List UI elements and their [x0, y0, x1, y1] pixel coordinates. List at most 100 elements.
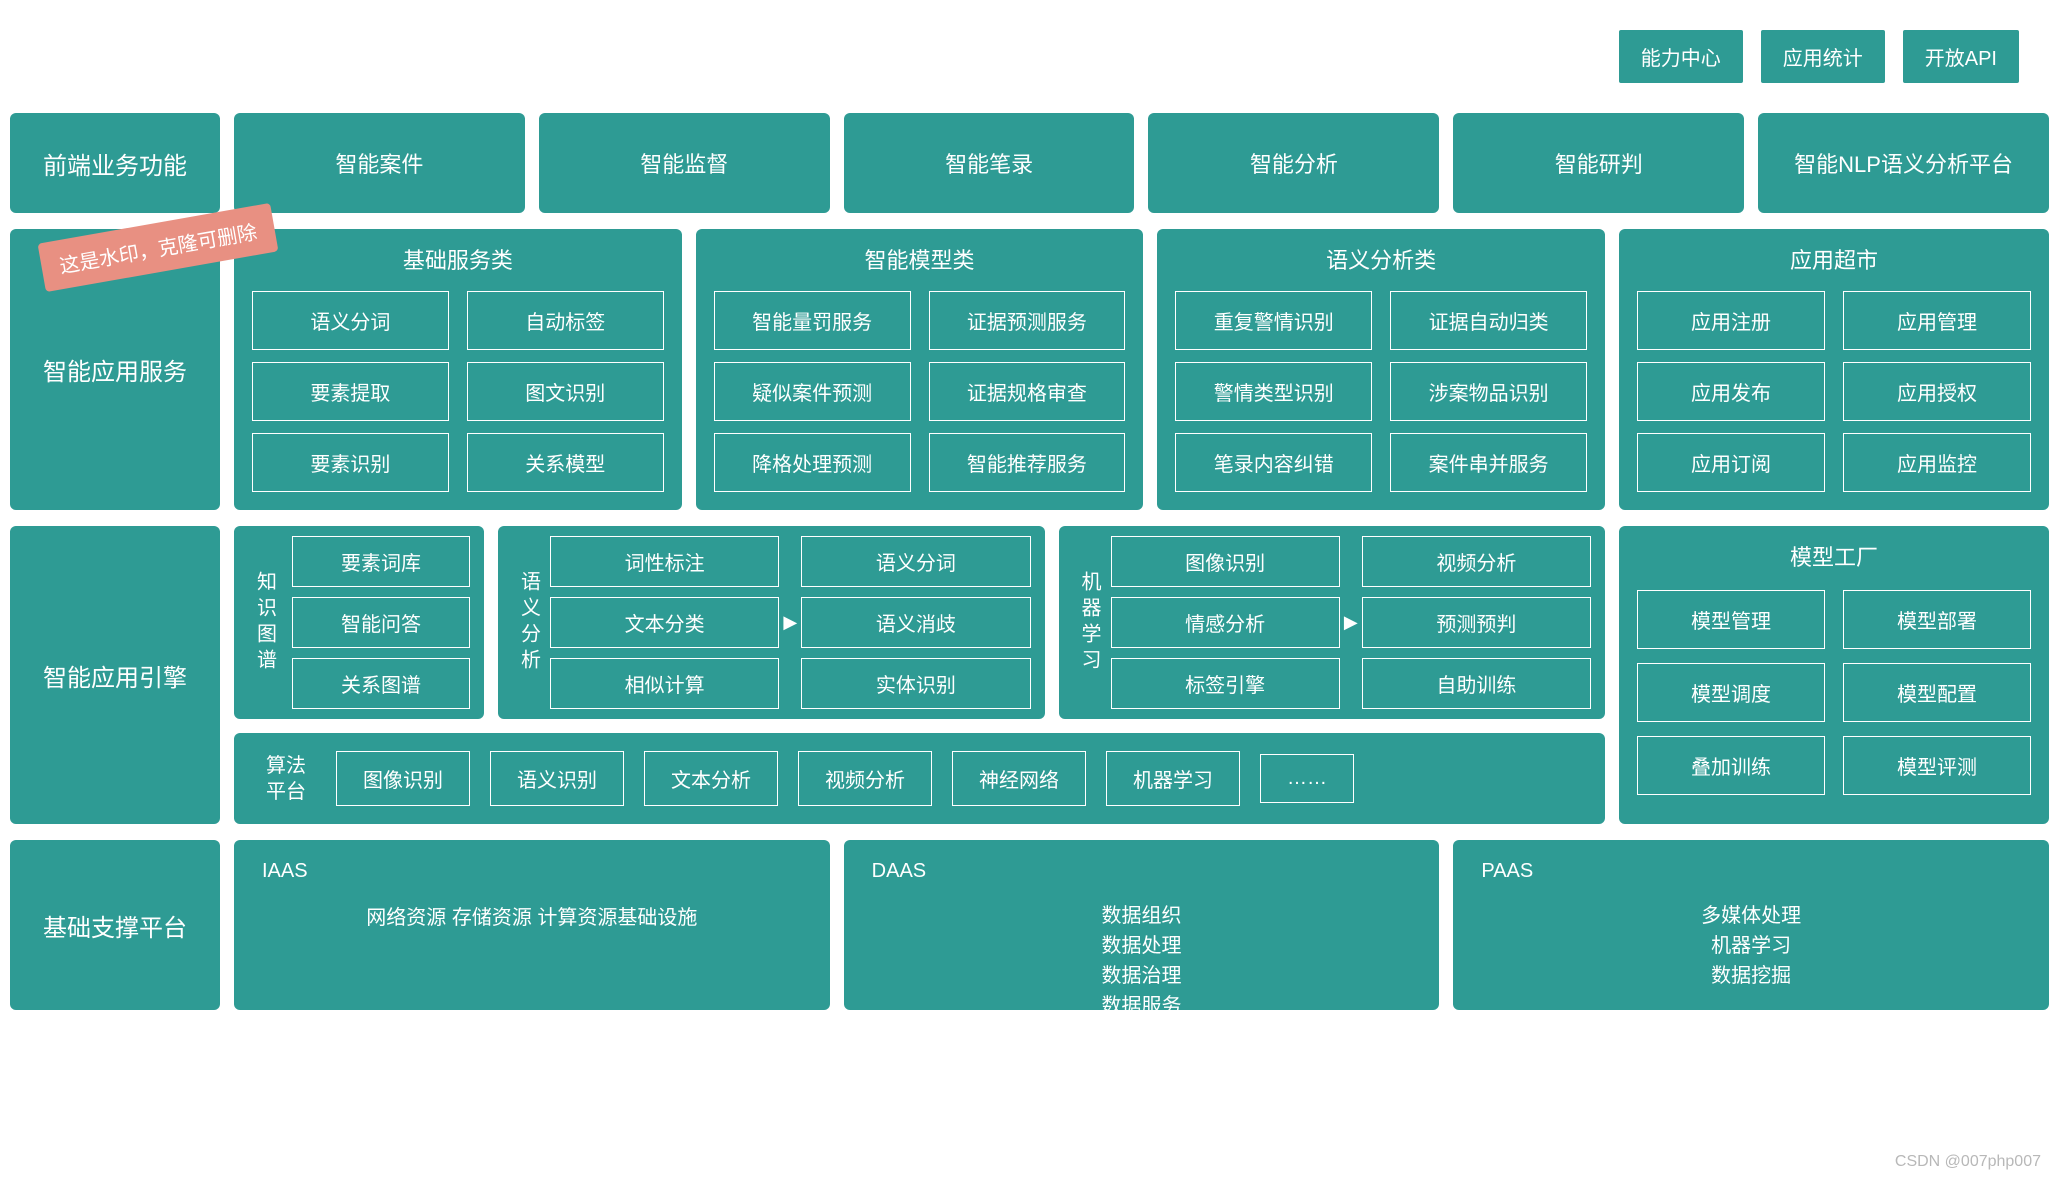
base-title: PAAS [1481, 860, 2021, 883]
engine-item: 相似计算 [550, 658, 779, 709]
algo-item: 神经网络 [952, 751, 1086, 806]
service-item: 证据自动归类 [1390, 291, 1587, 350]
service-item: 证据规格审查 [929, 362, 1126, 421]
frontend-cell: 智能分析 [1148, 113, 1439, 213]
row-frontend: 前端业务功能 智能案件 智能监督 智能笔录 智能分析 智能研判 智能NLP语义分… [10, 113, 2049, 213]
service-item: 重复警情识别 [1175, 291, 1372, 350]
base-lines: 数据组织数据处理数据治理数据服务 [872, 901, 1412, 1021]
algo-item: 语义识别 [490, 751, 624, 806]
algo-item: 图像识别 [336, 751, 470, 806]
top-button[interactable]: 应用统计 [1761, 30, 1885, 83]
service-item: 智能量罚服务 [714, 291, 911, 350]
algo-item: 机器学习 [1106, 751, 1240, 806]
algo-platform: 算法 平台 图像识别 语义识别 文本分析 视频分析 神经网络 机器学习 …… [234, 733, 1605, 824]
engine-item: 自助训练 [1362, 658, 1591, 709]
service-group: 语义分析类 重复警情识别 证据自动归类 警情类型识别 涉案物品识别 笔录内容纠错… [1157, 229, 1605, 510]
algo-item: 文本分析 [644, 751, 778, 806]
nlp-platform-title: 智能NLP语义分析平台 [1794, 147, 2013, 179]
factory-item: 模型部署 [1843, 590, 2031, 649]
engine-block-kg: 知识图谱 要素词库 智能问答 关系图谱 [234, 526, 484, 719]
row-services: 这是水印，克隆可删除 智能应用服务 基础服务类 语义分词 自动标签 要素提取 图… [10, 229, 2049, 510]
engine-block-nlp: 语义分析 词性标注 文本分类 相似计算 ▶ 语义分词 语义消歧 实体识别 [498, 526, 1045, 719]
service-group-title: 应用超市 [1637, 243, 2031, 275]
engine-item: 语义消歧 [801, 597, 1030, 648]
algo-item: …… [1260, 754, 1354, 803]
engine-item: 文本分类 [550, 597, 779, 648]
top-button[interactable]: 能力中心 [1619, 30, 1743, 83]
row-label-base: 基础支撑平台 [10, 840, 220, 1010]
base-block-paas: PAAS 多媒体处理机器学习数据挖掘 [1453, 840, 2049, 1010]
service-item: 语义分词 [252, 291, 449, 350]
engine-block-vlabel: 知识图谱 [248, 536, 282, 709]
engine-item: 情感分析 [1111, 597, 1340, 648]
base-lines: 多媒体处理机器学习数据挖掘 [1481, 901, 2021, 991]
service-item: 应用发布 [1637, 362, 1825, 421]
service-item: 警情类型识别 [1175, 362, 1372, 421]
service-item: 自动标签 [467, 291, 664, 350]
service-item: 证据预测服务 [929, 291, 1126, 350]
frontend-cell: 智能研判 [1453, 113, 1744, 213]
factory-item: 模型评测 [1843, 736, 2031, 795]
engine-block-vlabel: 机器学习 [1073, 536, 1107, 709]
engine-item: 要素词库 [292, 536, 470, 587]
service-group-appstore: 应用超市 应用注册 应用管理 应用发布 应用授权 应用订阅 应用监控 [1619, 229, 2049, 510]
base-block-iaas: IAAS 网络资源 存储资源 计算资源基础设施 [234, 840, 830, 1010]
engine-item: 图像识别 [1111, 536, 1340, 587]
engine-item: 预测预判 [1362, 597, 1591, 648]
row-label-frontend: 前端业务功能 [10, 113, 220, 213]
service-item: 智能推荐服务 [929, 433, 1126, 492]
arrow-icon: ▶ [783, 536, 797, 709]
frontend-cell: 智能笔录 [844, 113, 1135, 213]
service-group-title: 基础服务类 [252, 243, 664, 275]
arrow-icon: ▶ [1344, 536, 1358, 709]
top-button-bar: 能力中心 应用统计 开放API [10, 10, 2049, 113]
nlp-platform-cell: 智能NLP语义分析平台 [1758, 113, 2049, 213]
engine-left-wrap: 知识图谱 要素词库 智能问答 关系图谱 语义分析 词性标注 文本分类 相似计算 … [234, 526, 1605, 824]
row-label-engine: 智能应用引擎 [10, 526, 220, 824]
frontend-cell: 智能案件 [234, 113, 525, 213]
algo-item: 视频分析 [798, 751, 932, 806]
service-item: 应用监控 [1843, 433, 2031, 492]
service-group-title: 智能模型类 [714, 243, 1126, 275]
engine-item: 关系图谱 [292, 658, 470, 709]
service-item: 要素提取 [252, 362, 449, 421]
engine-item: 视频分析 [1362, 536, 1591, 587]
engine-block-ml: 机器学习 图像识别 情感分析 标签引擎 ▶ 视频分析 预测预判 自助训练 [1059, 526, 1606, 719]
factory-item: 叠加训练 [1637, 736, 1825, 795]
service-item: 应用订阅 [1637, 433, 1825, 492]
footer-watermark: CSDN @007php007 [1895, 1153, 2041, 1171]
engine-item: 实体识别 [801, 658, 1030, 709]
engine-block-vlabel: 语义分析 [512, 536, 546, 709]
model-factory-title: 模型工厂 [1637, 540, 2031, 572]
service-item: 降格处理预测 [714, 433, 911, 492]
service-item: 应用注册 [1637, 291, 1825, 350]
service-group-title: 语义分析类 [1175, 243, 1587, 275]
engine-item: 语义分词 [801, 536, 1030, 587]
factory-item: 模型配置 [1843, 663, 2031, 722]
service-item: 涉案物品识别 [1390, 362, 1587, 421]
service-item: 关系模型 [467, 433, 664, 492]
base-title: IAAS [262, 860, 802, 883]
service-group: 智能模型类 智能量罚服务 证据预测服务 疑似案件预测 证据规格审查 降格处理预测… [696, 229, 1144, 510]
row-base: 基础支撑平台 IAAS 网络资源 存储资源 计算资源基础设施 DAAS 数据组织… [10, 840, 2049, 1010]
service-item: 应用管理 [1843, 291, 2031, 350]
service-group: 基础服务类 语义分词 自动标签 要素提取 图文识别 要素识别 关系模型 [234, 229, 682, 510]
top-button[interactable]: 开放API [1903, 30, 2019, 83]
frontend-cell: 智能监督 [539, 113, 830, 213]
engine-item: 标签引擎 [1111, 658, 1340, 709]
base-text: 网络资源 存储资源 计算资源基础设施 [262, 901, 802, 930]
engine-top: 知识图谱 要素词库 智能问答 关系图谱 语义分析 词性标注 文本分类 相似计算 … [234, 526, 1605, 719]
row-engine: 智能应用引擎 知识图谱 要素词库 智能问答 关系图谱 语义分析 词性标注 文本分… [10, 526, 2049, 824]
base-title: DAAS [872, 860, 1412, 883]
base-block-daas: DAAS 数据组织数据处理数据治理数据服务 [844, 840, 1440, 1010]
service-item: 疑似案件预测 [714, 362, 911, 421]
algo-platform-label: 算法 平台 [256, 753, 316, 805]
factory-item: 模型管理 [1637, 590, 1825, 649]
factory-item: 模型调度 [1637, 663, 1825, 722]
service-item: 案件串并服务 [1390, 433, 1587, 492]
service-item: 图文识别 [467, 362, 664, 421]
service-item: 应用授权 [1843, 362, 2031, 421]
model-factory: 模型工厂 模型管理 模型部署 模型调度 模型配置 叠加训练 模型评测 [1619, 526, 2049, 824]
service-item: 笔录内容纠错 [1175, 433, 1372, 492]
service-item: 要素识别 [252, 433, 449, 492]
